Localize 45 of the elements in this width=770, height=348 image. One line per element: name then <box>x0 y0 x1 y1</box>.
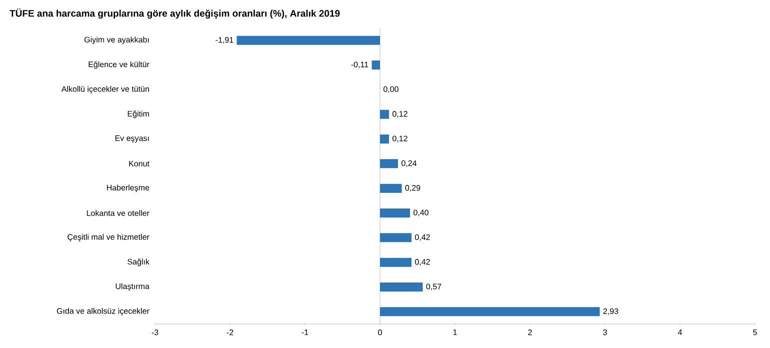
data-label: 0,00 <box>384 86 398 93</box>
x-tick-label: 5 <box>753 330 757 336</box>
data-label: -0,11 <box>351 62 368 68</box>
bar <box>380 159 398 168</box>
y-tick-label: Eğlence ve kültür <box>88 61 150 69</box>
x-tick-label: 1 <box>453 330 457 336</box>
y-tick-label: Giyim ve ayakkabı <box>84 36 149 44</box>
data-label: 0,24 <box>402 160 417 167</box>
data-label: 0,42 <box>415 234 430 241</box>
x-tick-label: -3 <box>152 330 158 336</box>
data-label: -1,91 <box>216 37 234 44</box>
y-tick-label: Gıda ve alkolsüz içecekler <box>56 308 150 316</box>
y-tick-label: Alkollü içecekler ve tütün <box>61 86 149 94</box>
data-label: 2,93 <box>603 308 618 315</box>
x-tick-label: -1 <box>302 330 308 336</box>
y-tick-label: Sağlık <box>128 258 150 266</box>
y-tick-label: Ev eşyası <box>115 135 149 143</box>
bar <box>380 110 390 119</box>
data-label: 0,12 <box>392 136 408 142</box>
data-label: 0,57 <box>426 284 442 290</box>
y-tick-label: Konut <box>129 160 150 166</box>
data-label: 0,40 <box>414 210 428 216</box>
bar <box>380 307 600 316</box>
y-tick-label: Haberleşme <box>107 184 150 192</box>
bar <box>380 208 410 218</box>
x-tick-label: 3 <box>603 330 607 336</box>
y-tick-label: Eğitim <box>128 110 149 118</box>
bar <box>380 184 402 193</box>
bar <box>236 36 380 45</box>
data-label: 0,12 <box>392 111 408 118</box>
x-tick-label: -2 <box>226 330 234 336</box>
data-label: 0,42 <box>415 259 430 266</box>
bar <box>380 282 423 292</box>
y-tick-label: Çeşitli mal ve hizmetler <box>68 234 150 242</box>
bar <box>380 134 390 144</box>
bar <box>380 258 412 267</box>
y-tick-label: Lokanta ve oteller <box>86 210 150 216</box>
bar <box>380 233 412 242</box>
x-tick-label: 0 <box>378 330 382 336</box>
data-label: 0,29 <box>405 185 420 192</box>
bar <box>372 60 380 70</box>
x-tick-label: 4 <box>678 330 682 336</box>
chart-title: TÜFE ana harcama gruplarına göre aylık değişim oranları (%), Aralık 2019 <box>10 8 340 19</box>
y-tick-label: Ulaştırma <box>116 283 150 291</box>
x-tick-label: 2 <box>528 330 532 336</box>
